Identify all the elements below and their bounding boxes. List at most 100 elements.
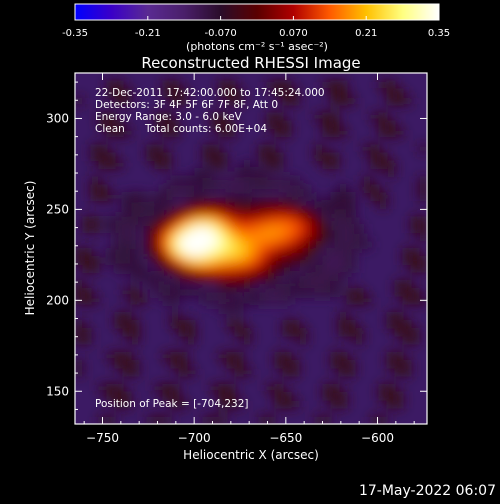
heatmap-cell [226,399,236,409]
heatmap-cell [98,192,108,202]
heatmap-cell [146,279,156,289]
heatmap-cell [266,80,276,90]
heatmap-cell [354,287,364,297]
heatmap-cell [98,120,108,130]
heatmap-cell [90,184,100,194]
heatmap-cell [274,391,284,401]
heatmap-cell [122,399,132,409]
heatmap-cell [346,216,356,226]
heatmap-cell [234,263,244,273]
heatmap-cell [394,351,404,361]
timestamp: 17-May-2022 06:07 [359,483,496,499]
heatmap-cell [290,255,300,265]
heatmap-cell [170,255,180,265]
heatmap-cell [170,399,180,409]
heatmap-cell [234,359,244,369]
heatmap-cell [394,391,404,401]
colorbar [74,3,440,21]
heatmap-cell [266,184,276,194]
heatmap-cell [194,287,204,297]
heatmap-cell [410,263,420,273]
heatmap-cell [346,359,356,369]
heatmap-cell [146,200,156,210]
heatmap-cell [154,216,164,226]
heatmap-cell [114,319,124,329]
heatmap-cell [290,367,300,377]
heatmap-cell [178,184,188,194]
heatmap-cell [194,176,204,186]
heatmap-cell [410,295,420,305]
heatmap-cell [378,128,388,138]
heatmap-cell [258,232,268,242]
heatmap-cell [266,144,276,154]
heatmap-cell [75,255,84,265]
heatmap-cell [410,335,420,345]
heatmap-cell [114,391,124,401]
heatmap-cell [418,192,427,202]
heatmap-cell [250,168,260,178]
heatmap-cell [170,311,180,321]
heatmap-cell [370,415,380,424]
heatmap-cell [106,152,116,162]
heatmap-cell [290,319,300,329]
heatmap-cell [178,399,188,409]
heatmap-cell [226,383,236,393]
heatmap-cell [290,224,300,234]
heatmap-cell [298,216,308,226]
heatmap-cell [418,176,427,186]
heatmap-cell [218,263,228,273]
heatmap-cell [266,383,276,393]
heatmap-cell [114,128,124,138]
heatmap-cell [178,224,188,234]
heatmap-cell [194,255,204,265]
heatmap-cell [258,271,268,281]
heatmap-cell [130,335,140,345]
heatmap-cell [394,367,404,377]
heatmap-cell [154,415,164,424]
heatmap-cell [186,192,196,202]
heatmap-cell [258,248,268,257]
heatmap-cell [306,271,316,281]
heatmap-cell [146,271,156,281]
heatmap-cell [106,192,116,202]
heatmap-cell [338,88,348,98]
heatmap-cell [178,208,188,218]
heatmap-cell [202,240,212,249]
heatmap-cell [90,176,100,186]
heatmap-cell [338,319,348,329]
heatmap-cell [178,255,188,265]
heatmap-cell [146,224,156,234]
heatmap-cell [170,184,180,194]
heatmap-cell [274,248,284,257]
heatmap-cell [106,383,116,393]
heatmap-cell [122,200,132,210]
heatmap-cell [114,255,124,265]
heatmap-cell [122,96,132,106]
heatmap-cell [162,192,172,202]
heatmap-cell [330,383,340,393]
heatmap-cell [218,232,228,242]
heatmap-cell [306,240,316,249]
annotation-time-range: 22-Dec-2011 17:42:00.000 to 17:45:24.000 [95,87,325,99]
heatmap-cell [298,255,308,265]
heatmap-cell [418,216,427,226]
heatmap-cell [226,295,236,305]
heatmap-cell [218,184,228,194]
heatmap-cell [274,160,284,170]
heatmap-cell [234,319,244,329]
heatmap-cell [218,399,228,409]
heatmap-cell [282,359,292,369]
heatmap-cell [75,335,84,345]
heatmap-cell [210,248,220,257]
heatmap-cell [226,232,236,242]
heatmap-cell [266,208,276,218]
heatmap-cell [98,383,108,393]
heatmap-cell [274,287,284,297]
heatmap-cell [322,80,332,90]
heatmap-cell [338,240,348,249]
heatmap-cell [242,240,252,249]
heatmap-cell [290,200,300,210]
heatmap-cell [314,216,324,226]
heatmap-cell [258,208,268,218]
heatmap-cell [274,184,284,194]
